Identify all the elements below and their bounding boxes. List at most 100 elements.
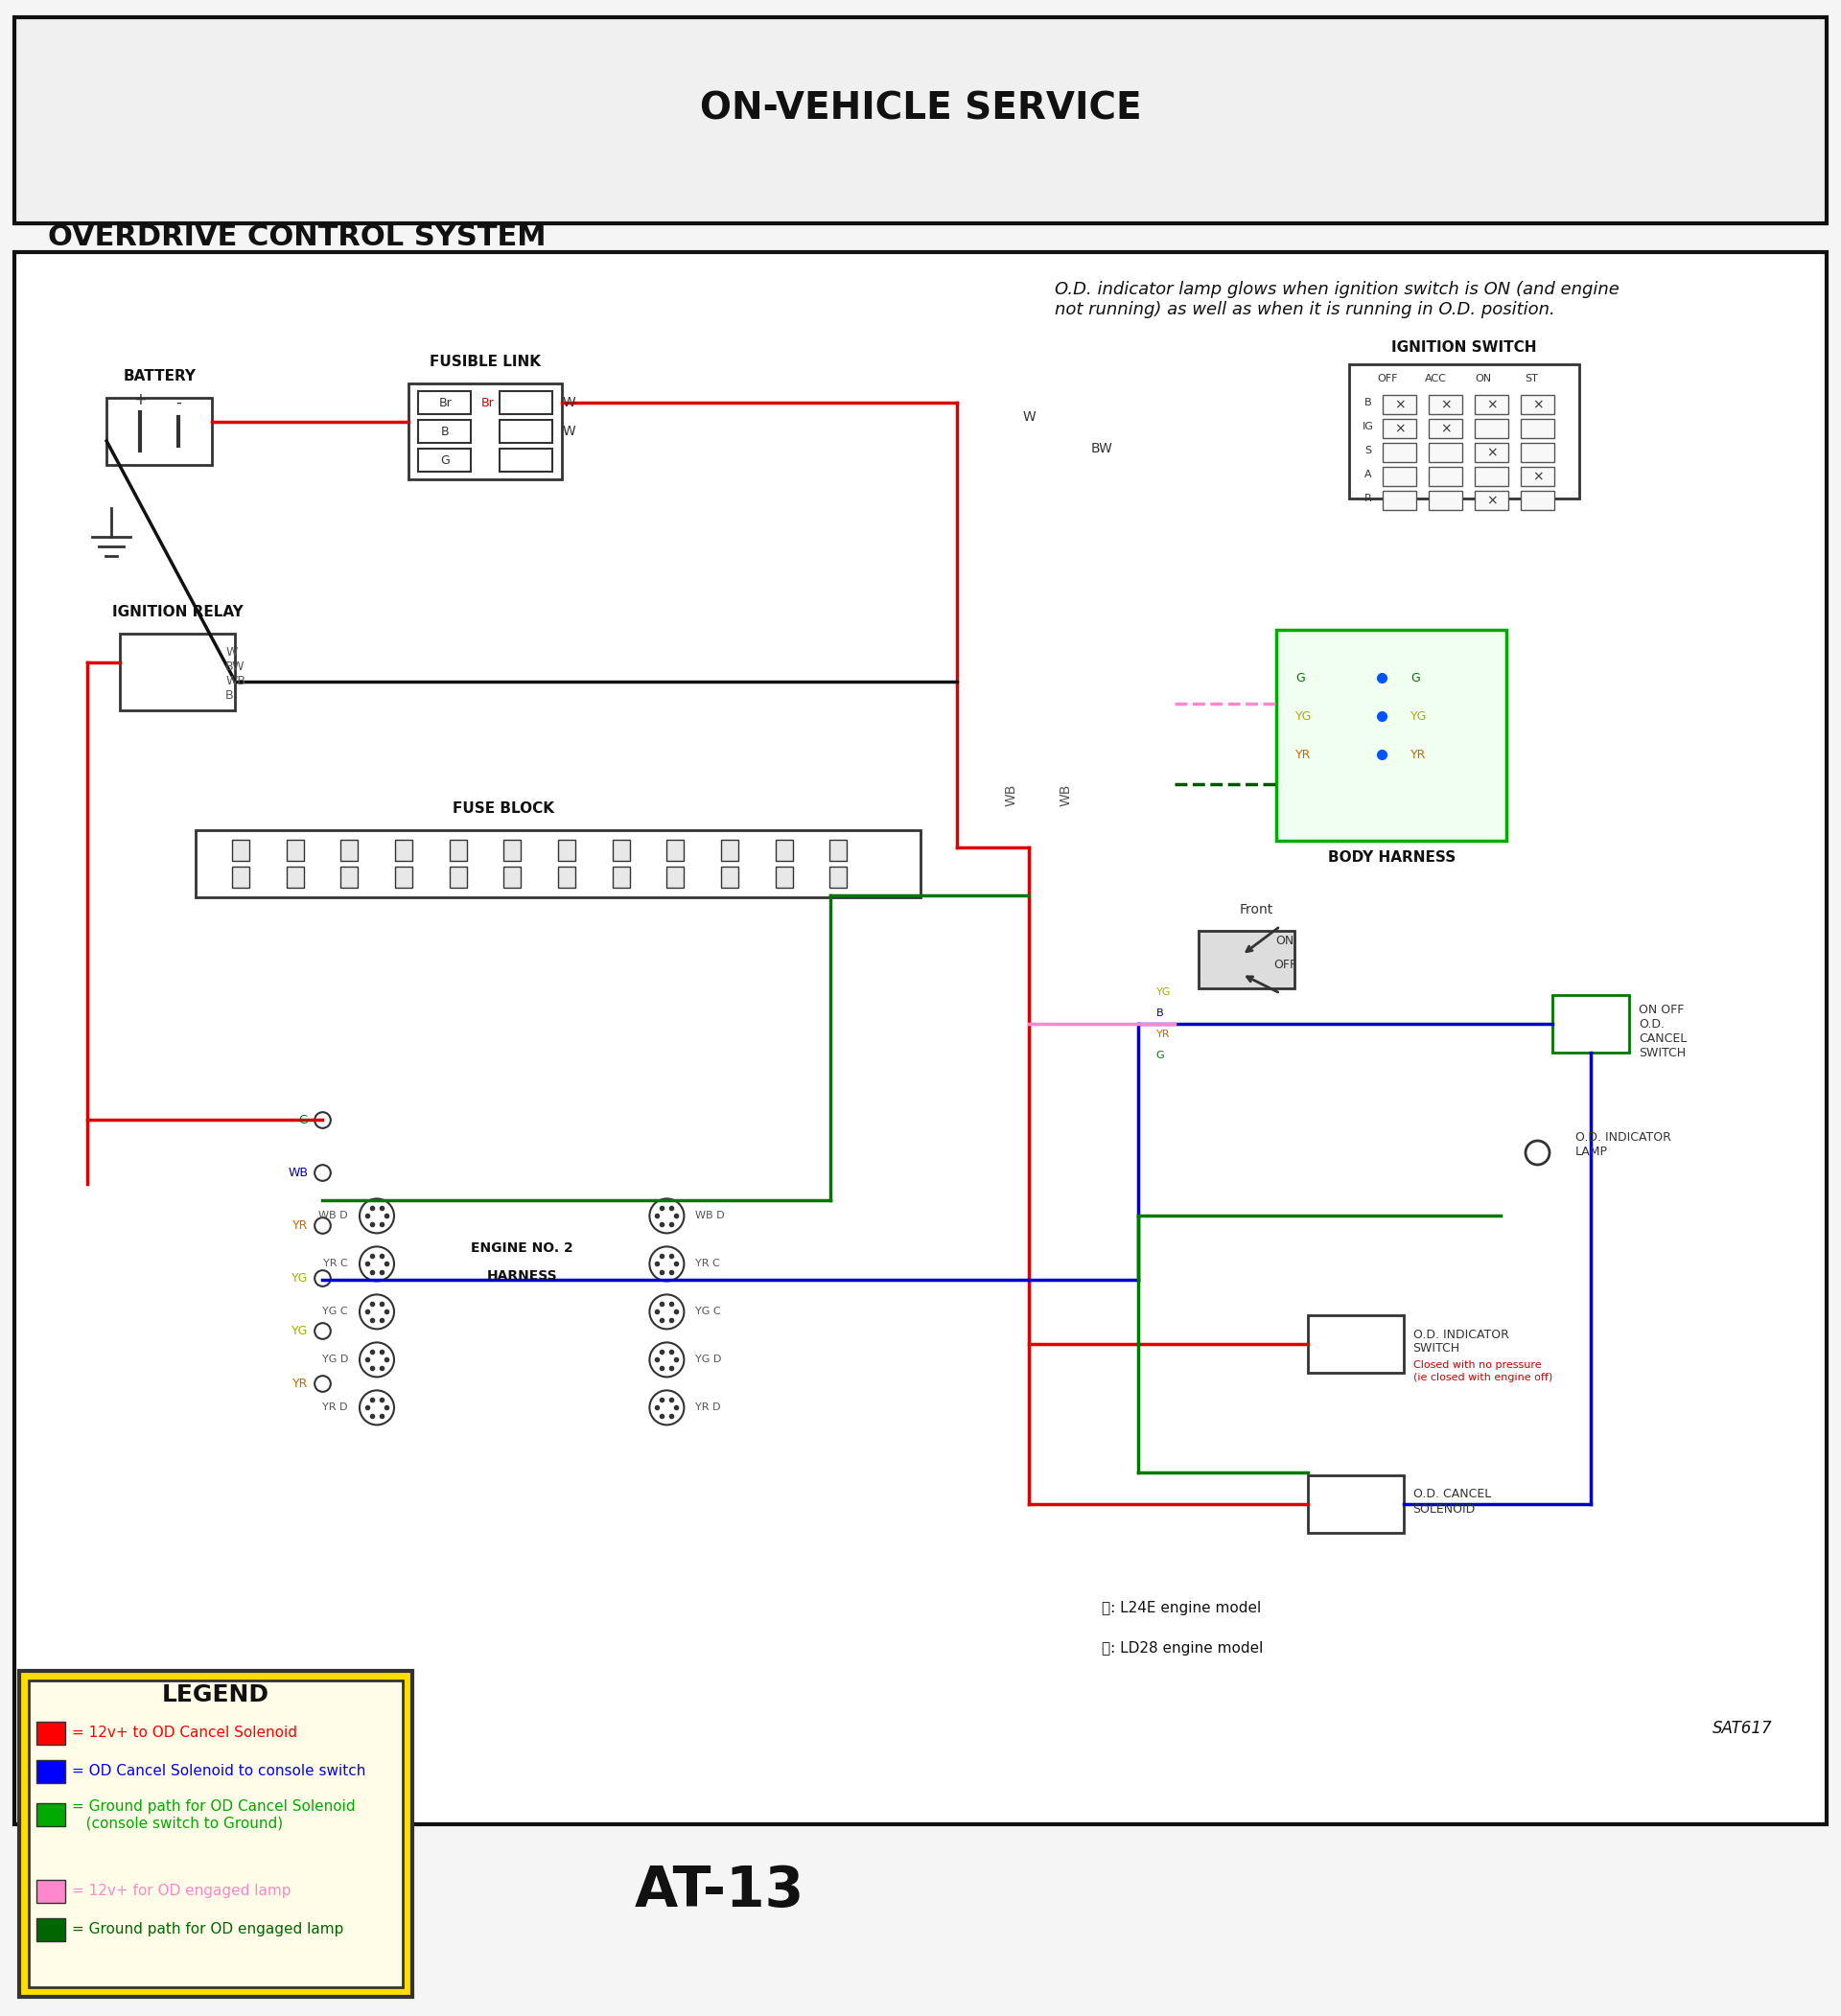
- Bar: [15, 252, 1826, 1824]
- Bar: [18, 1671, 412, 1996]
- Text: = Ground path for OD Cancel Solenoid
   (console switch to Ground): = Ground path for OD Cancel Solenoid (co…: [72, 1798, 355, 1831]
- Circle shape: [359, 1343, 394, 1377]
- Text: AT-13: AT-13: [633, 1865, 805, 1919]
- Text: ×: ×: [1440, 397, 1451, 411]
- Bar: [1429, 444, 1462, 462]
- Bar: [1552, 996, 1629, 1052]
- Bar: [1383, 419, 1416, 437]
- Bar: [1349, 365, 1580, 498]
- Bar: [1307, 1314, 1403, 1373]
- Text: LAMP: LAMP: [1576, 1145, 1607, 1157]
- Text: YG: YG: [291, 1325, 307, 1337]
- Bar: [1383, 492, 1416, 510]
- Bar: [1521, 444, 1554, 462]
- Text: HARNESS: HARNESS: [486, 1268, 558, 1282]
- Text: ×: ×: [1440, 421, 1451, 435]
- Text: YG: YG: [291, 1272, 307, 1284]
- Text: YR C: YR C: [324, 1260, 348, 1268]
- Circle shape: [359, 1246, 394, 1280]
- Bar: [449, 867, 466, 887]
- Text: Br: Br: [481, 397, 493, 409]
- Text: (ie closed with engine off): (ie closed with engine off): [1414, 1373, 1552, 1383]
- Bar: [37, 1760, 64, 1782]
- Bar: [29, 1681, 403, 1988]
- Bar: [1429, 419, 1462, 437]
- Circle shape: [359, 1294, 394, 1329]
- Text: YR: YR: [1410, 748, 1427, 762]
- Text: W: W: [562, 425, 576, 437]
- Circle shape: [359, 1200, 394, 1234]
- Bar: [37, 1722, 64, 1744]
- Text: YG: YG: [1156, 988, 1171, 996]
- Text: G: G: [1296, 671, 1305, 683]
- Text: YG D: YG D: [322, 1355, 348, 1365]
- Circle shape: [359, 1391, 394, 1425]
- Text: ×: ×: [1532, 470, 1543, 484]
- Text: LEGEND: LEGEND: [162, 1683, 269, 1706]
- Text: ON OFF: ON OFF: [1638, 1004, 1685, 1016]
- Text: = OD Cancel Solenoid to console switch: = OD Cancel Solenoid to console switch: [72, 1764, 366, 1778]
- Text: YG C: YG C: [322, 1306, 348, 1316]
- Bar: [396, 867, 412, 887]
- Text: ×: ×: [1394, 421, 1405, 435]
- Bar: [558, 867, 574, 887]
- Bar: [120, 633, 236, 710]
- Bar: [666, 867, 685, 887]
- Text: ×: ×: [1486, 494, 1497, 508]
- Bar: [504, 867, 521, 887]
- Text: ×: ×: [1394, 397, 1405, 411]
- Bar: [722, 841, 738, 861]
- Text: = 12v+ to OD Cancel Solenoid: = 12v+ to OD Cancel Solenoid: [72, 1726, 296, 1740]
- Text: O.D. indicator lamp glows when ignition switch is ON (and engine
not running) as: O.D. indicator lamp glows when ignition …: [1055, 280, 1620, 319]
- Circle shape: [650, 1343, 685, 1377]
- Text: OVERDRIVE CONTROL SYSTEM: OVERDRIVE CONTROL SYSTEM: [48, 224, 547, 252]
- Bar: [1475, 468, 1508, 486]
- Text: YR: YR: [1156, 1030, 1171, 1038]
- Text: CANCEL: CANCEL: [1638, 1032, 1686, 1044]
- Text: ON-VEHICLE SERVICE: ON-VEHICLE SERVICE: [700, 91, 1141, 127]
- Text: G: G: [1410, 671, 1419, 683]
- Bar: [1383, 444, 1416, 462]
- Bar: [775, 867, 793, 887]
- Text: BODY HARNESS: BODY HARNESS: [1327, 851, 1456, 865]
- Text: W: W: [1022, 409, 1036, 423]
- Text: BW: BW: [225, 661, 245, 673]
- Bar: [1429, 492, 1462, 510]
- Text: B: B: [442, 425, 449, 437]
- Bar: [1383, 468, 1416, 486]
- Bar: [1475, 444, 1508, 462]
- Text: O.D. CANCEL: O.D. CANCEL: [1414, 1488, 1491, 1500]
- Bar: [722, 867, 738, 887]
- Bar: [1521, 492, 1554, 510]
- Text: ×: ×: [1486, 446, 1497, 460]
- Bar: [232, 841, 249, 861]
- Bar: [504, 841, 521, 861]
- Text: G: G: [440, 454, 449, 466]
- Text: -: -: [175, 393, 182, 411]
- Text: ⓓ: LD28 engine model: ⓓ: LD28 engine model: [1101, 1641, 1263, 1655]
- Bar: [341, 841, 357, 861]
- Text: WB: WB: [1005, 784, 1018, 806]
- Text: BW: BW: [1090, 442, 1112, 456]
- Bar: [418, 391, 471, 413]
- Bar: [830, 841, 847, 861]
- Bar: [285, 841, 304, 861]
- Text: Front: Front: [1239, 903, 1274, 917]
- Text: WB D: WB D: [318, 1212, 348, 1222]
- Bar: [285, 867, 304, 887]
- Text: IG: IG: [1362, 421, 1373, 431]
- Bar: [501, 419, 552, 444]
- Text: ×: ×: [1486, 397, 1497, 411]
- Text: ENGINE NO. 2: ENGINE NO. 2: [471, 1242, 573, 1254]
- Bar: [37, 1917, 64, 1941]
- Text: O.D.: O.D.: [1638, 1018, 1664, 1030]
- Bar: [107, 397, 212, 466]
- Text: YR: YR: [293, 1220, 307, 1232]
- Bar: [613, 867, 630, 887]
- Bar: [1475, 395, 1508, 413]
- Text: YR C: YR C: [696, 1260, 720, 1268]
- Text: W: W: [562, 395, 576, 409]
- Bar: [15, 18, 1826, 224]
- Text: YG D: YG D: [696, 1355, 722, 1365]
- Bar: [37, 1879, 64, 1903]
